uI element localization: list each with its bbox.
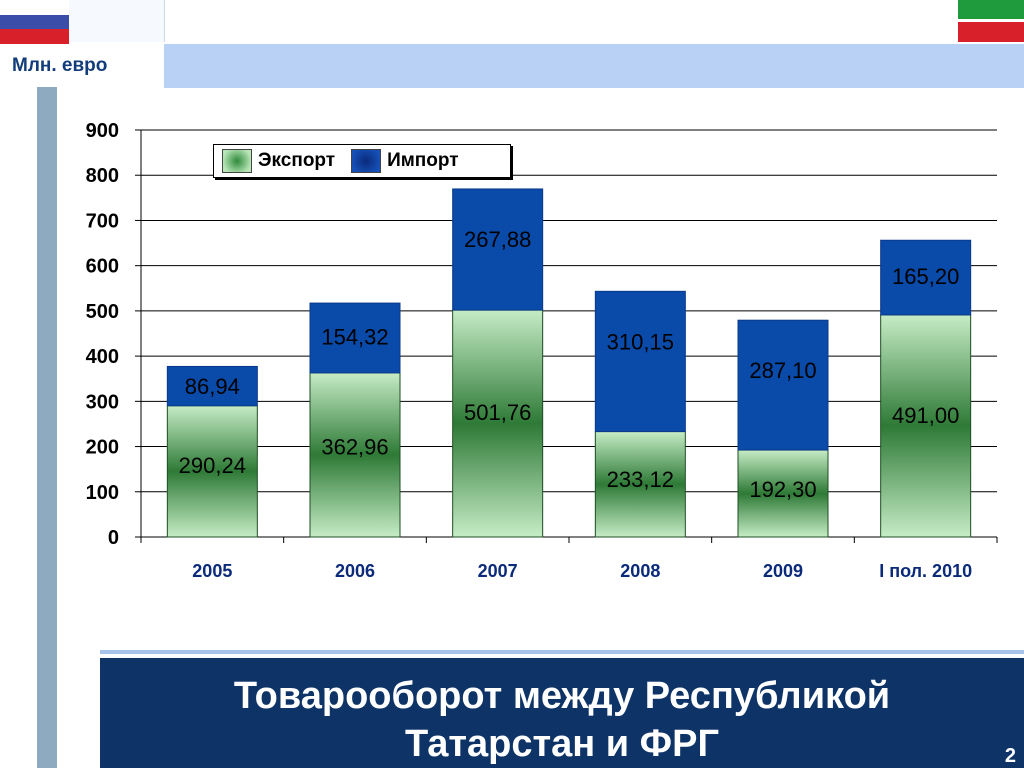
chart-legend: Экспорт Импорт — [213, 144, 511, 178]
bar-import-5 — [880, 239, 972, 316]
bar-import-2 — [452, 188, 544, 311]
tatarstan-flag-graphic — [958, 0, 1024, 42]
title-panel: Товарооборот между Республикой Татарстан… — [100, 650, 1024, 768]
unit-label: Млн. евро — [12, 55, 108, 76]
bar-export-4 — [737, 449, 829, 538]
x-tick-label: 2005 — [192, 561, 232, 581]
x-tick-label: 2007 — [478, 561, 518, 581]
flag-stripe-blue — [0, 14, 69, 30]
data-label-export-0: 290,24 — [179, 453, 246, 478]
tatarstan-flag-icon — [958, 0, 1024, 42]
header-cell — [69, 0, 165, 42]
y-tick-label: 900 — [86, 120, 119, 142]
x-tick-label: I пол. 2010 — [879, 561, 972, 581]
slide-title: Товарооборот между Республикой Татарстан… — [100, 672, 1024, 768]
y-tick-label: 0 — [108, 527, 119, 549]
y-tick-label: 300 — [86, 391, 119, 413]
data-label-export-1: 362,96 — [321, 435, 388, 460]
slide-title-line1: Товарооборот между Республикой — [233, 675, 891, 717]
data-label-export-3: 233,12 — [607, 467, 674, 492]
y-tick-label: 800 — [86, 165, 119, 187]
bar-import-0 — [166, 365, 258, 407]
legend-swatch-export — [222, 149, 252, 173]
data-label-export-4: 192,30 — [749, 477, 816, 502]
side-accent-bar — [37, 87, 57, 768]
y-tick-label: 600 — [86, 256, 119, 278]
flag-stripe-white — [0, 0, 69, 15]
data-label-export-2: 501,76 — [464, 400, 531, 425]
legend-label-import: Импорт — [387, 150, 459, 171]
data-label-import-2: 267,88 — [464, 227, 531, 252]
data-label-import-1: 154,32 — [321, 324, 388, 349]
data-label-export-5: 491,00 — [892, 403, 959, 428]
flag-stripe-white — [958, 19, 1024, 22]
chart-area: 0 100 200 300 400 500 600 700 800 900 290,24 86,94 2… — [57, 110, 1024, 600]
slide-title-line2: Татарстан и ФРГ — [405, 723, 719, 765]
y-tick-label: 100 — [86, 482, 119, 504]
data-label-import-3: 310,15 — [607, 329, 674, 354]
y-tick-label: 400 — [86, 346, 119, 368]
y-tick-label: 700 — [86, 210, 119, 232]
bar-export-2 — [452, 309, 544, 538]
bar-export-1 — [309, 372, 401, 538]
data-label-import-0: 86,94 — [185, 374, 240, 399]
y-tick-label: 500 — [86, 301, 119, 323]
bar-import-4 — [737, 319, 829, 451]
bar-import-1 — [309, 302, 401, 374]
page-number: 2 — [1004, 745, 1016, 767]
x-tick-label: 2009 — [763, 561, 803, 581]
bar-import-3 — [594, 290, 686, 433]
header-band — [164, 44, 1024, 88]
legend-swatch-import — [351, 149, 382, 173]
data-label-import-4: 287,10 — [749, 358, 816, 383]
flag-stripe-red — [0, 29, 69, 44]
bar-export-5 — [880, 314, 972, 538]
legend-label-export: Экспорт — [258, 150, 336, 171]
x-tick-label: 2006 — [335, 561, 375, 581]
bar-export-3 — [594, 431, 686, 538]
y-tick-label: 200 — [86, 437, 119, 459]
russia-flag-icon — [0, 0, 69, 44]
bar-export-0 — [166, 405, 258, 538]
flag-stripe-green — [958, 0, 1024, 19]
x-tick-label: 2008 — [620, 561, 660, 581]
data-label-import-5: 165,20 — [892, 264, 959, 289]
stacked-bar-chart: 0 100 200 300 400 500 600 700 800 900 290,24 86,94 2… — [86, 120, 998, 581]
flag-stripe-red — [958, 22, 1024, 42]
